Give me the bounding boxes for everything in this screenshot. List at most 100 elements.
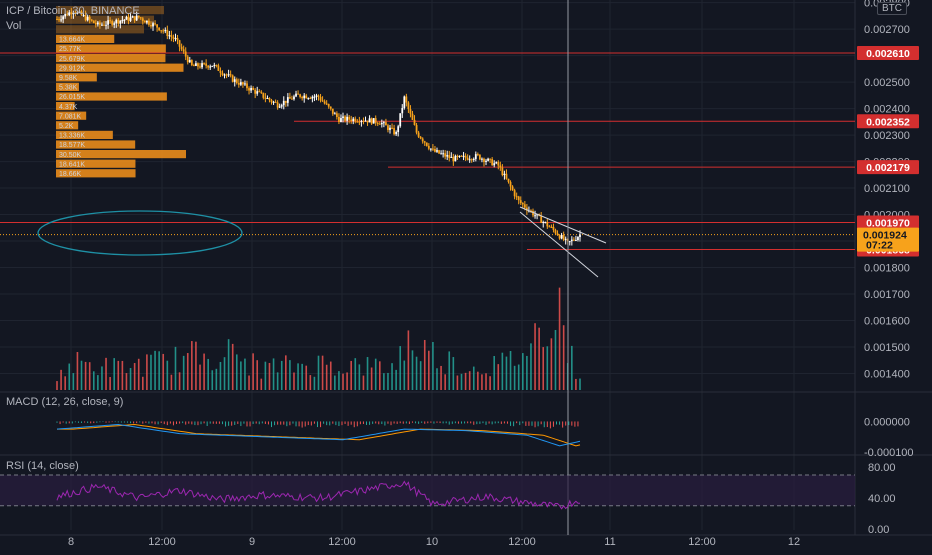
candle-body xyxy=(176,38,179,41)
volume-bar xyxy=(68,363,71,390)
candle-body xyxy=(113,23,116,25)
candle-body xyxy=(378,123,381,125)
candle-body xyxy=(291,98,293,100)
volume-bars xyxy=(56,287,581,390)
x-tick-label: 11 xyxy=(604,536,615,548)
volume-bar xyxy=(374,358,377,390)
candle-body xyxy=(162,30,165,32)
candle-body xyxy=(158,27,161,31)
candle-body xyxy=(237,82,240,85)
macd-signal-line xyxy=(57,423,581,447)
candle-body xyxy=(123,19,126,21)
volume-bar xyxy=(456,375,459,390)
candle-body xyxy=(489,158,492,160)
candle-body xyxy=(268,97,271,101)
candle-body xyxy=(192,65,195,67)
volume-bar xyxy=(154,350,156,390)
candle-body xyxy=(403,96,406,109)
candle-body xyxy=(354,118,357,122)
volume-bar xyxy=(517,364,520,390)
volume-profile-bar xyxy=(56,82,79,91)
candle-body xyxy=(235,79,238,83)
candle-body xyxy=(264,97,267,99)
volume-bar xyxy=(509,351,512,390)
candle-body xyxy=(329,106,332,109)
volume-profile-bar xyxy=(56,111,87,120)
volume-bar xyxy=(481,374,483,390)
time-axis[interactable]: 8 12:00 9 12:00 10 12:00 11 12:00 12 xyxy=(68,536,800,548)
candle-body xyxy=(143,20,146,23)
volume-bar xyxy=(97,375,99,390)
volume-profile-bar xyxy=(56,92,167,101)
candle-body xyxy=(274,101,277,103)
volume-bar xyxy=(133,363,136,390)
candle-body xyxy=(244,83,246,85)
level-tag xyxy=(857,160,919,175)
candle-body xyxy=(164,29,167,32)
candle-body xyxy=(372,118,375,124)
volume-bar xyxy=(276,372,279,390)
candle-body xyxy=(487,158,489,161)
rsi-label[interactable]: RSI (14, close) xyxy=(6,460,79,472)
candle-body xyxy=(517,196,520,201)
price-axis[interactable]: 0.0028000.0027000.0026000.0025000.002400… xyxy=(857,0,919,536)
current-price-tag xyxy=(857,227,919,252)
volume-bar xyxy=(554,329,557,390)
candle-body xyxy=(260,91,263,93)
candle-body xyxy=(344,116,346,121)
volume-bar xyxy=(137,358,140,390)
volume-profile-label: 9.58K xyxy=(59,75,78,82)
volume-bar xyxy=(215,368,218,390)
volume-bar xyxy=(489,376,491,390)
current-price-label: 0.001924 xyxy=(863,230,907,242)
volume-bar xyxy=(76,352,79,390)
candle-body xyxy=(199,66,201,68)
candle-body xyxy=(454,155,457,162)
candle-body xyxy=(188,60,191,63)
candle-body xyxy=(109,20,112,22)
candle-body xyxy=(82,15,85,17)
candle-body xyxy=(129,17,132,21)
symbol-title[interactable]: ICP / Bitcoin, 30, BINANCE xyxy=(6,5,140,17)
volume-bar xyxy=(530,343,532,390)
volume-bar xyxy=(562,325,565,390)
volume-bar xyxy=(505,356,508,390)
candle-body xyxy=(385,122,387,126)
volume-profile-label: 5.2K xyxy=(59,123,74,130)
volume-bar xyxy=(199,364,201,390)
volume-bar xyxy=(460,373,463,390)
candle-body xyxy=(254,89,257,94)
candle-body xyxy=(172,36,175,39)
y-tick-label: 0.001700 xyxy=(864,289,910,301)
trendline-lower xyxy=(519,211,599,278)
candle-body xyxy=(88,16,91,20)
candle-body xyxy=(413,119,416,126)
candle-body xyxy=(293,96,295,100)
candle-body xyxy=(225,74,228,76)
candle-body xyxy=(309,98,312,100)
candle-body xyxy=(523,204,526,208)
volume-bar xyxy=(546,346,549,390)
volume-bar xyxy=(231,343,234,390)
macd-label[interactable]: MACD (12, 26, close, 9) xyxy=(6,396,124,408)
volume-profile-label: 18.66K xyxy=(59,171,82,178)
volume-bar xyxy=(383,373,385,390)
candle-body xyxy=(513,190,516,197)
currency-badge[interactable]: BTC xyxy=(877,2,907,15)
volume-bar xyxy=(399,346,402,390)
candle-body xyxy=(472,158,475,160)
volume-bar xyxy=(203,353,205,390)
volume-bar xyxy=(432,342,434,390)
macd-tick-label: -0.000100 xyxy=(864,447,914,459)
volume-bar xyxy=(207,358,209,390)
volume-bar xyxy=(227,339,230,390)
volume-bar xyxy=(334,375,336,390)
volume-profile-bar xyxy=(56,130,113,139)
candle-body xyxy=(552,226,555,230)
candle-body xyxy=(525,207,528,211)
candle-body xyxy=(427,145,430,149)
candle-body xyxy=(391,127,393,129)
candle-body xyxy=(248,88,250,91)
candle-body xyxy=(180,46,183,50)
